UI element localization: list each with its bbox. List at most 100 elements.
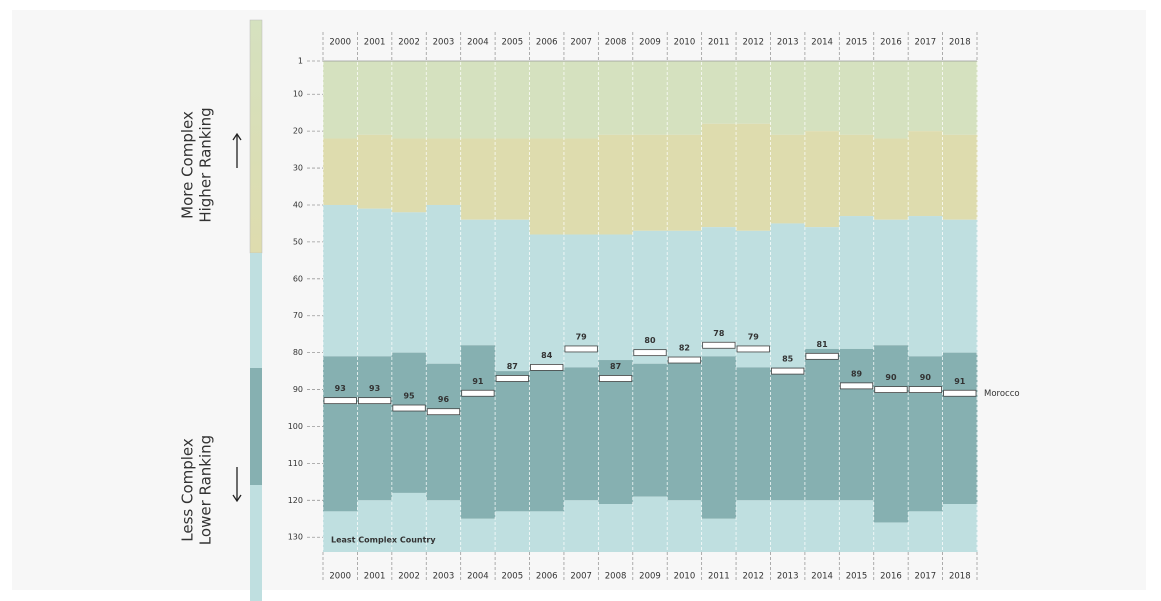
band xyxy=(495,511,531,552)
band xyxy=(391,492,427,552)
x-tick-label: 2000 xyxy=(329,38,351,48)
band xyxy=(323,511,358,552)
rank-marker xyxy=(874,386,908,393)
x-tick-label: 2002 xyxy=(398,572,420,582)
band xyxy=(357,134,393,209)
band xyxy=(804,131,840,228)
x-tick-label: 2005 xyxy=(501,572,523,582)
rank-marker xyxy=(426,408,461,416)
rank-marker xyxy=(702,341,736,349)
band xyxy=(736,61,771,124)
band xyxy=(460,61,496,139)
band xyxy=(460,518,496,552)
value-label: 91 xyxy=(954,377,966,386)
value-label: 87 xyxy=(507,362,518,371)
band xyxy=(563,367,599,501)
y-tick-label: 80 xyxy=(293,348,303,357)
band xyxy=(770,367,806,501)
legend-strip xyxy=(250,368,262,485)
band xyxy=(839,134,875,217)
band xyxy=(598,360,634,505)
band xyxy=(391,138,427,213)
arrows xyxy=(232,132,242,503)
y-tick-label: 50 xyxy=(293,237,303,246)
band xyxy=(736,230,771,368)
band xyxy=(460,345,496,519)
rank-marker xyxy=(358,397,392,405)
value-label: 85 xyxy=(782,355,794,364)
x-tick-label: 2006 xyxy=(536,38,558,48)
rank-marker xyxy=(839,382,874,390)
band xyxy=(667,61,703,135)
band xyxy=(563,234,599,368)
band xyxy=(701,123,737,228)
value-label: 79 xyxy=(748,332,760,341)
band xyxy=(460,138,496,220)
band xyxy=(942,352,978,505)
band xyxy=(770,61,806,135)
band xyxy=(632,363,668,497)
band xyxy=(357,500,393,552)
band xyxy=(873,138,909,220)
value-label: 96 xyxy=(438,395,450,404)
band xyxy=(495,138,531,220)
band xyxy=(736,123,771,231)
x-tick-label: 2015 xyxy=(846,38,868,48)
x-tick-label: 2000 xyxy=(329,572,351,582)
band xyxy=(736,367,771,501)
band xyxy=(942,61,978,135)
band xyxy=(701,227,737,357)
band xyxy=(667,360,703,501)
x-tick-label: 2007 xyxy=(570,572,592,582)
y-tick-label: 130 xyxy=(288,533,303,542)
band xyxy=(839,61,875,135)
y-tick-label: 30 xyxy=(293,164,303,173)
rank-marker xyxy=(392,404,426,412)
arrow-head xyxy=(232,132,242,141)
value-label: 90 xyxy=(920,373,932,382)
x-tick-label: 2012 xyxy=(742,38,764,48)
band xyxy=(598,61,634,135)
band xyxy=(804,227,840,349)
band xyxy=(908,216,944,357)
band xyxy=(632,230,668,364)
y-tick-label: 60 xyxy=(293,274,303,283)
x-tick-label: 2012 xyxy=(742,572,764,582)
band xyxy=(770,134,806,224)
y-tick-label: 10 xyxy=(293,90,303,99)
y-tick-label: 120 xyxy=(288,496,303,505)
band xyxy=(873,219,909,346)
band xyxy=(357,356,393,501)
x-tick-label: 2010 xyxy=(674,572,696,582)
x-tick-label: 2011 xyxy=(708,38,730,48)
x-tick-label: 2001 xyxy=(364,38,386,48)
band xyxy=(529,511,565,552)
arrow-head xyxy=(232,494,242,503)
x-tick-label: 2014 xyxy=(811,38,833,48)
band xyxy=(323,61,358,139)
band xyxy=(391,212,427,353)
side-label: More Complex Higher Ranking xyxy=(179,107,215,222)
band xyxy=(495,219,531,372)
value-label: 80 xyxy=(644,336,656,345)
band xyxy=(770,223,806,368)
value-label: 91 xyxy=(472,377,484,386)
band xyxy=(667,134,703,231)
band xyxy=(323,356,358,512)
band xyxy=(323,138,358,205)
band xyxy=(632,496,668,552)
side-label-line: Higher Ranking xyxy=(197,107,215,222)
rank-marker xyxy=(564,345,598,353)
band xyxy=(701,518,737,552)
x-tick-label: 2013 xyxy=(777,572,799,582)
band xyxy=(357,61,393,135)
band xyxy=(598,504,634,552)
rank-marker xyxy=(598,375,633,382)
legend-strip xyxy=(250,485,262,601)
band xyxy=(873,522,909,552)
band xyxy=(563,500,599,552)
band xyxy=(701,61,737,124)
band xyxy=(460,219,496,346)
band xyxy=(908,511,944,552)
